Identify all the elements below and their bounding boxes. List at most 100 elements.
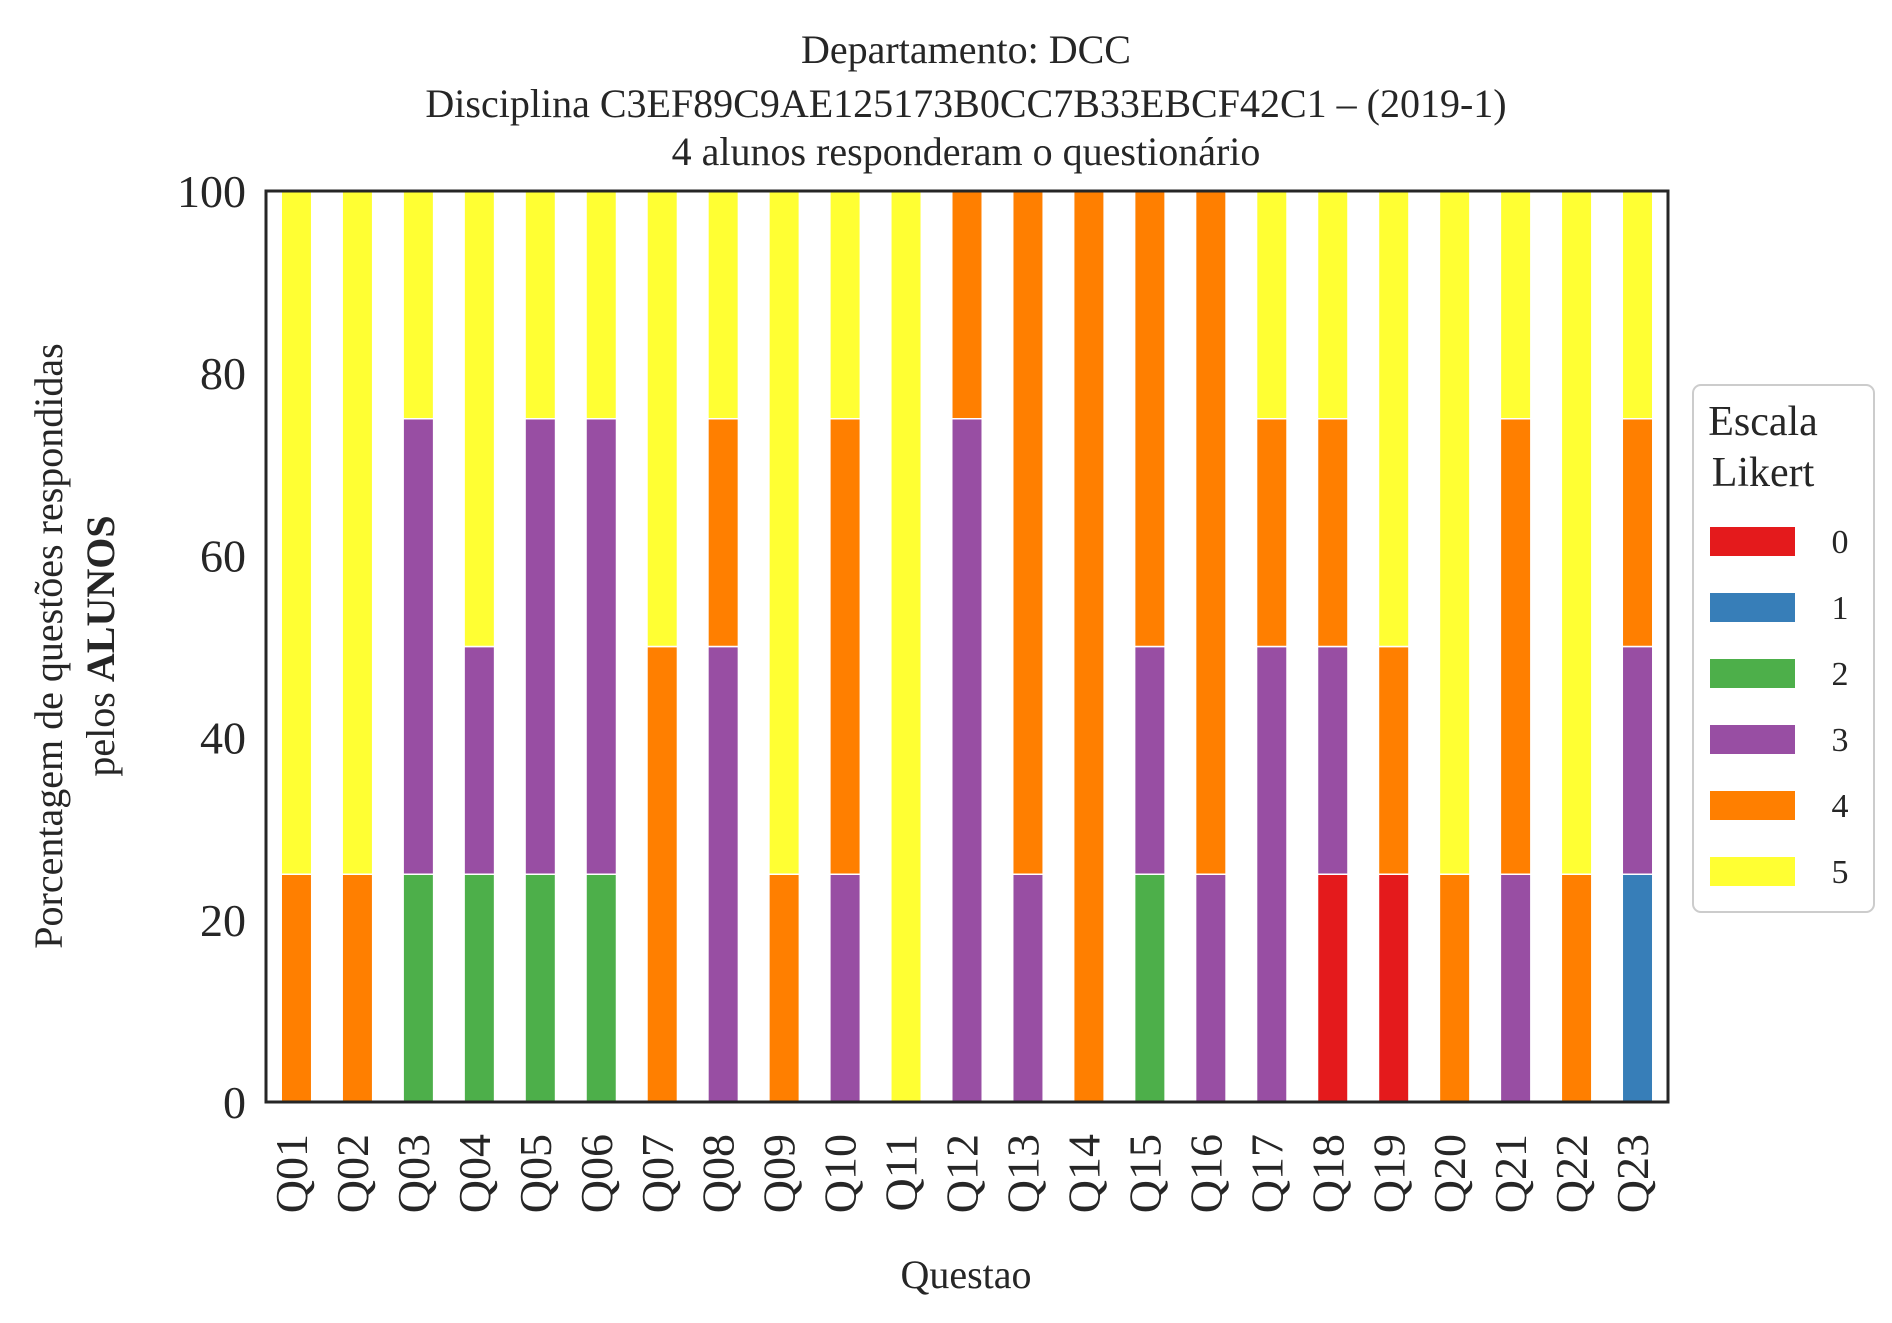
x-tick-label-Q03: Q03 xyxy=(388,1134,439,1213)
bar-Q02-likert-4 xyxy=(341,873,374,1103)
y-axis-label-line1: Porcentagem de questões respondidas xyxy=(26,343,71,948)
x-tick-label-Q02: Q02 xyxy=(327,1134,378,1213)
bar-Q10-likert-5 xyxy=(829,190,862,420)
x-tick-label-Q16: Q16 xyxy=(1180,1134,1231,1213)
legend-swatch-4 xyxy=(1710,791,1795,820)
y-tick-label-0: 0 xyxy=(223,1077,246,1128)
bar-Q09-likert-4 xyxy=(768,873,801,1103)
chart-subtitle: Disciplina C3EF89C9AE125173B0CC7B33EBCF4… xyxy=(425,81,1506,126)
bar-Q15-likert-4 xyxy=(1133,190,1166,648)
bar-Q06-likert-2 xyxy=(585,873,618,1103)
x-tick-label-Q22: Q22 xyxy=(1546,1134,1597,1213)
bar-Q21-likert-4 xyxy=(1499,418,1532,875)
x-tick-label-Q12: Q12 xyxy=(937,1134,988,1213)
legend-items: 0 1 2 3 4 5 xyxy=(1710,524,1849,891)
bar-Q05-likert-2 xyxy=(524,873,557,1103)
legend: Escala Likert 0 1 2 3 4 5 xyxy=(1692,384,1875,913)
bar-Q17-likert-4 xyxy=(1255,418,1288,648)
x-axis-label: Questao xyxy=(900,1252,1031,1297)
bar-Q07-likert-5 xyxy=(646,190,679,648)
bar-Q16-likert-3 xyxy=(1194,873,1227,1103)
bar-Q16-likert-4 xyxy=(1194,190,1227,875)
bar-Q20-likert-5 xyxy=(1438,190,1471,875)
bar-Q17-likert-5 xyxy=(1255,190,1288,420)
bar-Q04-likert-5 xyxy=(463,190,496,648)
x-tick-label-Q11: Q11 xyxy=(876,1134,927,1212)
bar-Q18-likert-4 xyxy=(1316,418,1349,648)
bar-Q19-likert-0 xyxy=(1377,873,1410,1103)
bar-Q22-likert-4 xyxy=(1560,873,1593,1103)
chart-title: Departamento: DCC xyxy=(801,27,1131,72)
y-tick-label-40: 40 xyxy=(200,713,246,764)
bar-Q17-likert-3 xyxy=(1255,645,1288,1103)
bar-Q11-likert-5 xyxy=(890,190,923,1103)
legend-swatch-1 xyxy=(1710,593,1795,622)
x-tick-label-Q08: Q08 xyxy=(693,1134,744,1213)
bar-Q20-likert-4 xyxy=(1438,873,1471,1103)
y-axis-label: Porcentagem de questões respondidas pelo… xyxy=(26,343,123,948)
bar-Q10-likert-4 xyxy=(829,418,862,875)
bar-Q09-likert-5 xyxy=(768,190,801,875)
bar-Q19-likert-4 xyxy=(1377,645,1410,875)
bar-Q18-likert-0 xyxy=(1316,873,1349,1103)
legend-label-4: 4 xyxy=(1832,788,1849,825)
bar-Q12-likert-3 xyxy=(951,418,983,1103)
bar-Q18-likert-5 xyxy=(1316,190,1349,420)
y-tick-label-20: 20 xyxy=(200,895,246,946)
y-axis-label-line2: pelos ALUNOS xyxy=(78,515,123,776)
legend-label-5: 5 xyxy=(1832,854,1849,891)
legend-swatch-0 xyxy=(1710,527,1795,556)
x-tick-label-Q10: Q10 xyxy=(815,1134,866,1213)
bar-Q04-likert-2 xyxy=(463,873,496,1103)
bar-Q06-likert-5 xyxy=(585,190,618,420)
legend-title-line2: Likert xyxy=(1712,450,1815,496)
bar-Q21-likert-5 xyxy=(1499,190,1532,420)
bar-Q19-likert-5 xyxy=(1377,190,1410,648)
chart-note: 4 alunos responderam o questionário xyxy=(672,129,1261,174)
x-tick-label-Q15: Q15 xyxy=(1119,1134,1170,1213)
y-tick-label-100: 100 xyxy=(177,166,246,217)
legend-label-2: 2 xyxy=(1832,656,1849,693)
y-ticks-group: 0 20 40 60 80 100 xyxy=(177,166,246,1128)
bar-Q02-likert-5 xyxy=(341,190,374,875)
x-tick-label-Q21: Q21 xyxy=(1485,1134,1536,1213)
bar-Q07-likert-4 xyxy=(646,645,679,1103)
plot-frame xyxy=(264,189,1670,1104)
bar-Q05-likert-5 xyxy=(524,190,557,420)
bar-Q23-likert-4 xyxy=(1621,418,1654,648)
x-tick-label-Q17: Q17 xyxy=(1241,1134,1292,1213)
y-axis-label-prefix: pelos xyxy=(78,682,123,776)
bar-Q13-likert-4 xyxy=(1011,190,1044,875)
legend-label-3: 3 xyxy=(1832,722,1849,759)
bar-Q15-likert-3 xyxy=(1133,645,1166,875)
bar-Q03-likert-3 xyxy=(402,418,435,875)
x-tick-label-Q05: Q05 xyxy=(510,1134,561,1213)
bar-Q10-likert-3 xyxy=(829,873,862,1103)
bar-Q22-likert-5 xyxy=(1560,190,1593,875)
bar-Q23-likert-3 xyxy=(1621,645,1654,875)
legend-label-0: 0 xyxy=(1832,524,1849,561)
bar-Q13-likert-3 xyxy=(1011,873,1044,1103)
x-tick-label-Q04: Q04 xyxy=(449,1134,500,1213)
y-tick-label-60: 60 xyxy=(200,530,246,581)
bar-Q01-likert-5 xyxy=(280,190,313,875)
bar-Q08-likert-3 xyxy=(707,645,740,1103)
legend-title-line1: Escala xyxy=(1708,399,1818,445)
bar-Q23-likert-5 xyxy=(1621,190,1654,420)
bar-Q15-likert-2 xyxy=(1133,873,1166,1103)
x-tick-label-Q23: Q23 xyxy=(1607,1134,1658,1213)
x-tick-label-Q07: Q07 xyxy=(632,1134,683,1213)
bar-Q01-likert-4 xyxy=(280,873,313,1103)
x-tick-label-Q06: Q06 xyxy=(571,1134,622,1213)
bar-Q12-likert-4 xyxy=(951,190,983,420)
y-tick-label-80: 80 xyxy=(200,348,246,399)
legend-label-1: 1 xyxy=(1832,590,1849,627)
legend-frame xyxy=(1692,384,1875,913)
bar-Q06-likert-3 xyxy=(585,418,618,875)
legend-swatch-3 xyxy=(1710,725,1795,754)
bar-Q03-likert-5 xyxy=(402,190,435,420)
bars-group xyxy=(280,190,1654,1103)
legend-swatch-5 xyxy=(1710,857,1795,886)
x-tick-label-Q20: Q20 xyxy=(1424,1134,1475,1213)
